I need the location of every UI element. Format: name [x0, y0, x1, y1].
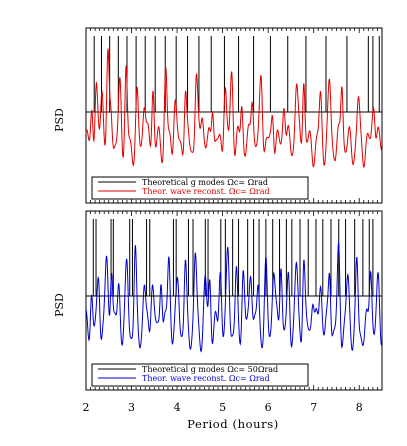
- x-tick-label: 6: [265, 401, 272, 414]
- legend-entry: Theoretical g modes Ωc= Ωrad: [142, 178, 268, 187]
- x-axis-label: Period (hours): [187, 417, 279, 431]
- legend-box: [91, 363, 309, 387]
- wave-reconstruction-curve: [85, 48, 383, 169]
- x-tick-labels: 2 3 4 5 6 7 8: [83, 401, 363, 414]
- legend-entry: Theor. wave reconst. Ωc= Ωrad: [142, 187, 270, 196]
- x-tick-label: 4: [174, 401, 181, 414]
- legend-box: [91, 176, 309, 200]
- top-panel-ylabel: PSD: [53, 108, 66, 132]
- x-tick-label: 2: [83, 401, 90, 414]
- x-tick-label: 8: [356, 401, 363, 414]
- x-tick-label: 5: [219, 401, 226, 414]
- plot-frame: [85, 27, 383, 204]
- legend-entry: Theoretical g modes Ωc= 50Ωrad: [142, 365, 278, 374]
- x-tick-label: 7: [310, 401, 317, 414]
- x-tick-label: 3: [128, 401, 135, 414]
- bottom-panel-ylabel: PSD: [53, 293, 66, 317]
- plot-frame: [85, 210, 383, 391]
- legend-entry: Theor. wave reconst. Ωc= Ωrad: [142, 374, 270, 383]
- wave-reconstruction-curve: [85, 242, 383, 353]
